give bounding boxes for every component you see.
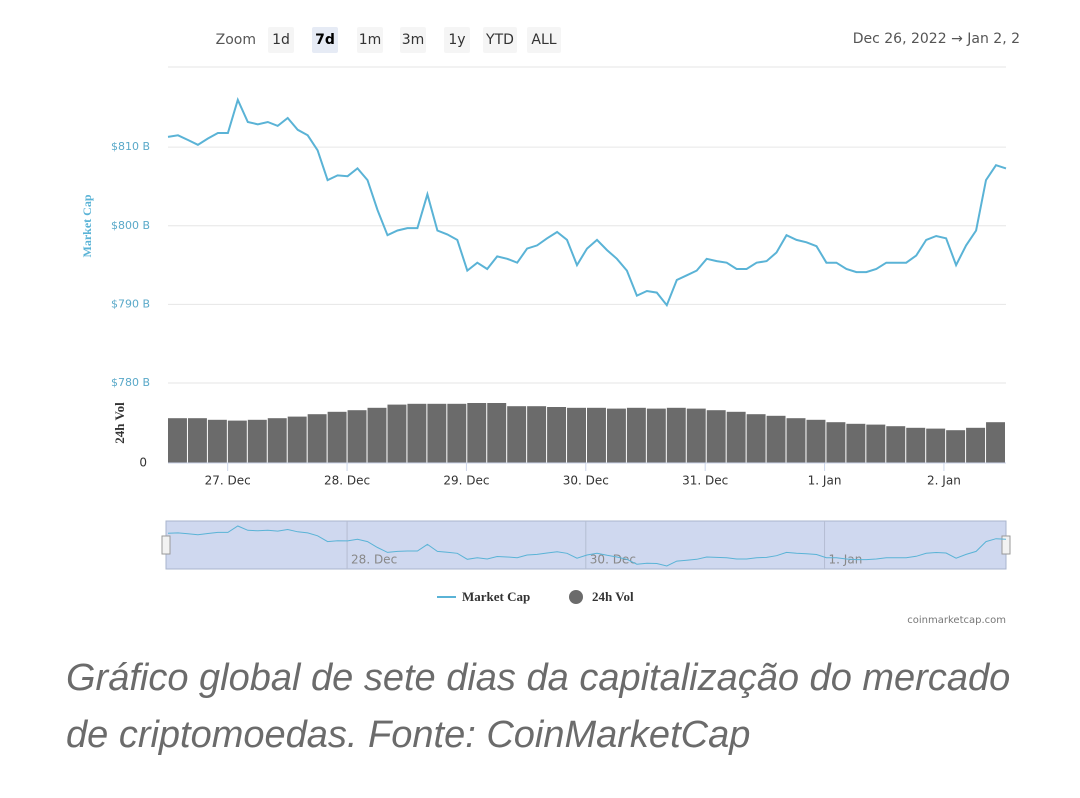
volume-bar (666, 407, 686, 463)
volume-bar (726, 411, 746, 463)
zoom-button[interactable] (312, 27, 338, 53)
volume-bar (846, 423, 866, 463)
x-tick-label: 30. Dec (563, 474, 609, 488)
y-tick-label: $800 B (111, 219, 150, 232)
clip-mask (1020, 20, 1080, 60)
volume-bar (347, 410, 367, 463)
volume-bar (986, 422, 1005, 463)
volume-bar (906, 427, 926, 463)
market-cap-line (167, 97, 1007, 308)
navigator-handle[interactable] (1001, 535, 1011, 555)
volume-bar (527, 406, 547, 463)
volume-bar (467, 403, 487, 463)
volume-bar (766, 415, 786, 463)
legend-label[interactable]: 24h Vol (592, 589, 634, 604)
zoom-button-label[interactable]: ALL (531, 32, 556, 48)
volume-bar (507, 406, 527, 463)
volume-bar (746, 414, 766, 463)
zoom-button-label[interactable]: 1d (272, 32, 290, 48)
zoom-button-label[interactable]: 1y (448, 32, 465, 48)
volume-bar (886, 426, 906, 463)
credit: coinmarketcap.com (907, 615, 1006, 626)
chart: Zoom Dec 26, 2022 → Jan 2, 2 Market Cap … (79, 20, 1080, 626)
volume-bar (407, 403, 427, 463)
volume-bar (287, 416, 307, 463)
navigator-label: 30. Dec (590, 553, 636, 567)
y-axis-title: Market Cap (80, 194, 94, 257)
volume-bar (946, 430, 966, 463)
x-tick-label: 31. Dec (682, 474, 728, 488)
volume-bar (626, 407, 646, 463)
zoom-button[interactable] (268, 27, 294, 53)
navigator-handle[interactable] (161, 535, 171, 555)
zoom-button[interactable] (357, 27, 383, 53)
legend-dot (569, 590, 583, 604)
x-tick-label: 1. Jan (808, 474, 842, 488)
x-tick-label: 29. Dec (443, 474, 489, 488)
volume-bar (966, 427, 986, 463)
volume-bar (547, 407, 567, 463)
zoom-button-label[interactable]: 1m (359, 32, 382, 48)
navigator-label: 28. Dec (351, 553, 397, 567)
navigator-label: 1. Jan (829, 553, 863, 567)
zoom-button[interactable] (400, 27, 426, 53)
volume-bar (307, 414, 327, 463)
volume-bar (168, 418, 187, 463)
volume-bar (187, 418, 207, 463)
volume-bar (387, 404, 407, 463)
zoom-button-label[interactable]: YTD (485, 32, 514, 48)
volume-bar (646, 408, 666, 463)
y2-tick-label: 0 (139, 456, 147, 470)
volume-bar (706, 410, 726, 463)
volume-bar (866, 424, 886, 463)
y2-axis-title: 24h Vol (112, 402, 127, 444)
zoom-button[interactable] (483, 27, 517, 53)
volume-bar (926, 428, 946, 463)
zoom-label: Zoom (216, 32, 256, 48)
volume-bar (487, 403, 507, 463)
zoom-button[interactable] (527, 27, 561, 53)
volume-bar (786, 418, 806, 463)
x-tick-label: 28. Dec (324, 474, 370, 488)
volume-bar (606, 408, 626, 463)
volume-bar (367, 407, 387, 463)
caption: Gráfico global de sete dias da capitaliz… (66, 657, 1011, 756)
y-tick-label: $810 B (111, 140, 150, 153)
volume-bar (587, 407, 606, 463)
y-tick-label: $790 B (111, 297, 150, 310)
volume-bar (806, 419, 826, 463)
legend-label[interactable]: Market Cap (462, 589, 530, 604)
zoom-button-label[interactable]: 3m (402, 32, 425, 48)
volume-bar (567, 407, 586, 463)
x-tick-label: 2. Jan (927, 474, 961, 488)
zoom-button[interactable] (444, 27, 470, 53)
volume-bar (267, 418, 287, 463)
volume-bar (686, 408, 706, 463)
volume-bar (427, 403, 447, 463)
volume-bar (227, 420, 247, 463)
y-tick-label: $780 B (111, 376, 150, 389)
volume-bar (247, 419, 267, 463)
volume-bar (447, 403, 467, 463)
volume-bar (327, 411, 347, 463)
date-range: Dec 26, 2022 → Jan 2, 2 (853, 31, 1020, 47)
volume-bar (207, 419, 227, 463)
volume-bar (826, 422, 846, 463)
x-tick-label: 27. Dec (205, 474, 251, 488)
navigator-line (167, 525, 1007, 567)
zoom-button-label[interactable]: 7d (315, 32, 335, 48)
